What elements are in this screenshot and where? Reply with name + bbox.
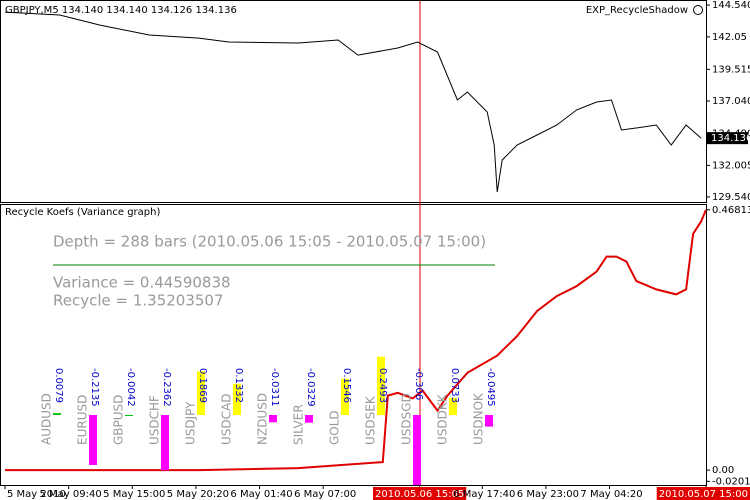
coef-bar bbox=[233, 383, 241, 415]
x-tick-label: 7 May 04:20 bbox=[580, 489, 642, 500]
last-price-label: 134.136 bbox=[711, 133, 750, 144]
y-tick-label: 129.540 bbox=[712, 192, 750, 203]
x-tick-label: 6 May 07:00 bbox=[294, 489, 356, 500]
symbol-label: USDSGD bbox=[400, 393, 414, 445]
y-tick-label: 0.468131 bbox=[712, 205, 750, 216]
x-tick-highlight bbox=[656, 487, 750, 500]
expert-icon bbox=[693, 5, 703, 15]
coef-bars: 0.0079 -0.2135 -0.0042 -0.2362 0.1869 0.1332 -… bbox=[53, 356, 496, 485]
coef-bar bbox=[161, 415, 169, 471]
symbol-label: EURUSD bbox=[76, 395, 90, 445]
coef-label: 0.1546 bbox=[341, 368, 352, 403]
annotation: Recycle = 1.35203507 bbox=[53, 292, 224, 310]
symbol-label: NZDUSD bbox=[256, 393, 270, 445]
coef-bar bbox=[89, 415, 97, 465]
series-line bbox=[4, 11, 702, 192]
symbol-label: GBPUSD bbox=[112, 395, 126, 445]
x-tick-label: 6 May 17:40 bbox=[453, 489, 515, 500]
series-line bbox=[5, 209, 707, 472]
x-tick-label: 5 May 09:40 bbox=[40, 489, 102, 500]
coef-label: 0.0733 bbox=[449, 368, 460, 403]
symbol-label: USDCAD bbox=[220, 394, 234, 445]
coef-label: -0.0495 bbox=[485, 368, 496, 407]
indicator-panel bbox=[0, 204, 707, 486]
symbol-label: USDCHF bbox=[148, 395, 162, 445]
x-tick-label: 2010.05.06 15:05 bbox=[375, 489, 464, 500]
coef-bar bbox=[377, 356, 385, 415]
price-panel bbox=[0, 0, 707, 203]
symbol-label: USDNOK bbox=[472, 392, 486, 445]
x-tick-label: 5 May 2010 bbox=[7, 489, 66, 500]
expert-name: EXP_RecycleShadow bbox=[586, 5, 688, 16]
coef-label: -0.0329 bbox=[305, 368, 316, 407]
symbol-label: GOLD bbox=[328, 410, 342, 445]
symbol-label: USDDKK bbox=[436, 393, 450, 445]
symbol-label: SILVER bbox=[292, 404, 306, 445]
x-tick-label: 6 May 23:00 bbox=[517, 489, 579, 500]
y-tick-label: 132.005 bbox=[712, 160, 750, 171]
coef-label: 0.0079 bbox=[53, 368, 64, 403]
coef-label: 0.1869 bbox=[197, 368, 208, 403]
chart-title: GBPJPY,M5 134.140 134.140 134.126 134.13… bbox=[5, 5, 237, 16]
x-tick-label: 5 May 15:00 bbox=[103, 489, 165, 500]
annotation: Depth = 288 bars (2010.05.06 15:05 - 201… bbox=[53, 233, 486, 251]
coef-bar bbox=[197, 371, 205, 415]
symbol-label: USDJPY bbox=[184, 401, 198, 445]
coef-label: 0.1332 bbox=[233, 368, 244, 403]
chart-layer: 144.540142.05139.515137.040134.490132.00… bbox=[4, 0, 750, 500]
last-price-box bbox=[706, 132, 748, 145]
coef-bar bbox=[305, 415, 313, 423]
symbol-label: AUDUSD bbox=[40, 393, 54, 445]
y-tick-label: 142.05 bbox=[712, 32, 747, 43]
y-tick-label: -0.020177 bbox=[712, 476, 750, 487]
coef-label: -0.0042 bbox=[125, 368, 136, 407]
coef-label: -0.0311 bbox=[269, 368, 280, 407]
x-tick-highlight bbox=[372, 487, 467, 500]
annotation: Variance = 0.44590838 bbox=[53, 274, 231, 292]
coef-label: -0.2135 bbox=[89, 368, 100, 407]
x-tick-label: 5 May 20:20 bbox=[167, 489, 229, 500]
y-tick-label: 139.515 bbox=[712, 64, 750, 75]
y-tick-label: 144.540 bbox=[712, 0, 750, 11]
y-tick-label: 0.00 bbox=[712, 465, 734, 476]
x-tick-label: 2010.05.07 15:00 bbox=[659, 489, 748, 500]
coef-bar bbox=[269, 415, 277, 423]
x-tick-label: 6 May 01:40 bbox=[230, 489, 292, 500]
coef-bar bbox=[125, 415, 133, 416]
y-tick-label: 137.040 bbox=[712, 96, 750, 107]
symbol-label: USDSEK bbox=[364, 395, 378, 445]
coef-bar bbox=[53, 413, 61, 415]
coef-bar bbox=[413, 415, 421, 485]
coef-bar bbox=[449, 397, 457, 415]
coef-bar bbox=[341, 378, 349, 415]
indicator-title: Recycle Koefs (Variance graph) bbox=[5, 207, 160, 218]
coef-label: 0.2493 bbox=[377, 368, 388, 403]
coef-bar bbox=[485, 415, 493, 427]
coef-label: -0.2362 bbox=[161, 368, 172, 407]
coef-label: -0.306 bbox=[413, 368, 424, 400]
